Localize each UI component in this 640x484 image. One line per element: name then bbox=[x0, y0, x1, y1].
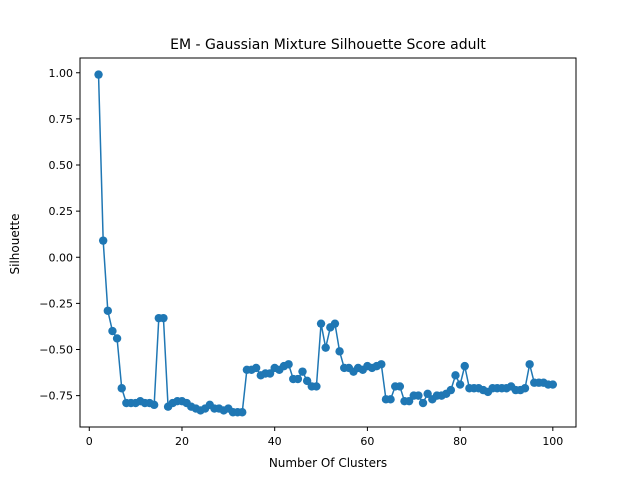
chart-title: EM - Gaussian Mixture Silhouette Score a… bbox=[170, 37, 486, 53]
data-point bbox=[451, 371, 460, 380]
data-point bbox=[446, 385, 456, 395]
series-line bbox=[97, 74, 553, 413]
data-point bbox=[112, 334, 122, 343]
data-point bbox=[293, 374, 303, 384]
y-tick-label: −0.25 bbox=[39, 297, 73, 310]
data-point bbox=[330, 319, 340, 328]
data-point bbox=[238, 408, 247, 417]
series-layer bbox=[94, 70, 558, 417]
data-point bbox=[548, 380, 558, 389]
data-point bbox=[265, 369, 275, 378]
data-point bbox=[377, 360, 386, 369]
x-tick-label: 80 bbox=[453, 435, 467, 448]
x-tick-label: 0 bbox=[86, 435, 93, 448]
data-point bbox=[149, 400, 159, 410]
data-point bbox=[395, 382, 405, 391]
y-tick-label: 0.50 bbox=[49, 159, 74, 172]
data-point bbox=[251, 363, 261, 373]
axis-ticks: 0 20 40 60 80 100 1.00 0.75 0.50 0.25 0.00 −0.25 −0.… bbox=[39, 67, 563, 448]
x-tick-label: 20 bbox=[175, 435, 189, 448]
data-point bbox=[316, 319, 326, 328]
data-point bbox=[418, 398, 428, 408]
data-point bbox=[284, 360, 293, 369]
y-tick-label: 0.75 bbox=[49, 113, 74, 126]
data-point bbox=[520, 384, 530, 393]
x-tick-label: 60 bbox=[360, 435, 374, 448]
data-point bbox=[335, 347, 344, 356]
data-point bbox=[159, 313, 168, 323]
y-tick-label: 1.00 bbox=[49, 67, 74, 80]
data-point bbox=[108, 326, 117, 336]
data-point bbox=[298, 367, 307, 376]
data-point bbox=[321, 343, 330, 352]
data-point bbox=[103, 306, 113, 315]
y-axis-label: Silhouette bbox=[8, 213, 22, 274]
data-point bbox=[98, 236, 108, 245]
x-tick-label: 100 bbox=[542, 435, 563, 448]
data-point bbox=[312, 382, 321, 391]
data-point bbox=[423, 389, 432, 398]
y-tick-label: −0.50 bbox=[39, 344, 73, 357]
data-point bbox=[94, 70, 103, 79]
x-axis-label: Number Of Clusters bbox=[269, 456, 387, 470]
y-tick-label: 0.00 bbox=[49, 251, 74, 264]
x-tick-label: 40 bbox=[268, 435, 282, 448]
data-point bbox=[404, 396, 414, 406]
plot-frame bbox=[79, 57, 577, 428]
data-point bbox=[302, 376, 312, 386]
data-point bbox=[455, 380, 465, 389]
data-point bbox=[386, 395, 395, 404]
data-point bbox=[525, 360, 534, 369]
y-tick-label: 0.25 bbox=[49, 205, 74, 218]
y-tick-label: −0.75 bbox=[39, 390, 73, 403]
data-point bbox=[414, 391, 423, 400]
data-point bbox=[117, 384, 126, 393]
data-point bbox=[460, 361, 469, 371]
